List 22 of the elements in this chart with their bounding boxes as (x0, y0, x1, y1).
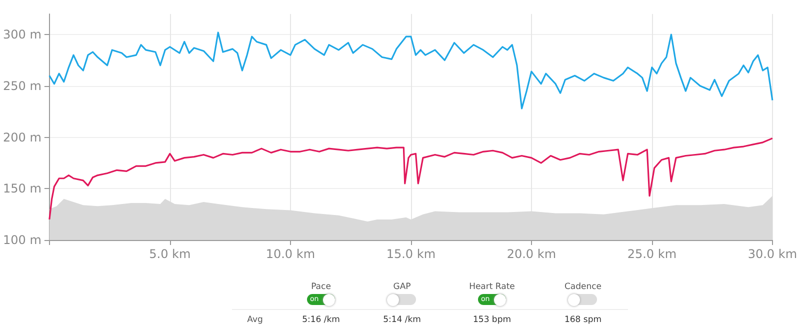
text: Cadence (563, 282, 603, 292)
x-tick-label: 25.0 km (627, 247, 676, 261)
y-tick-label: 250 m (2, 78, 42, 93)
x-tick-label: 10.0 km (266, 247, 315, 261)
text: 153 bpm (472, 315, 512, 325)
text: Avg (246, 315, 264, 325)
line-series (48, 138, 774, 220)
text: Heart Rate (468, 282, 516, 292)
line-series (48, 32, 774, 110)
text: Pace (310, 282, 332, 292)
text: 5:16 /km (301, 315, 341, 325)
text: 168 spm (563, 315, 603, 325)
y-tick-label: 200 m (2, 130, 42, 144)
x-tick-label: 15.0 km (386, 247, 436, 261)
y-tick-label: 100 m (2, 233, 42, 247)
x-tick-label: 5.0 km (149, 247, 191, 261)
text: GAP (392, 282, 412, 292)
y-tick-label: 150 m (2, 182, 42, 196)
x-tick-label: 30.0 km (748, 247, 797, 261)
x-tick-label: 20.0 km (506, 247, 556, 261)
text: 5:14 /km (382, 315, 422, 325)
y-tick-label: 300 m (2, 28, 42, 42)
